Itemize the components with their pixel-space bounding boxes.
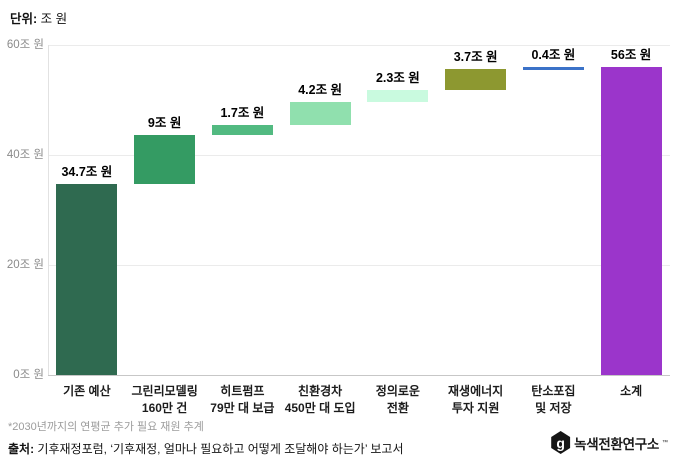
x-axis-category-label: 기존 예산 [32, 383, 142, 400]
source-prefix: 출처: [8, 442, 35, 456]
y-axis-tick: 0조 원 [13, 369, 44, 381]
source-line: 출처: 기후재정포럼, ‘기후재정, 얼마나 필요하고 어떻게 조달해야 하는가… [8, 440, 404, 457]
footnote: *2030년까지의 연평균 추가 필요 재원 추계 [8, 421, 204, 433]
x-axis-category-line: 친환경차 [298, 384, 343, 398]
gridline-60 [48, 44, 670, 46]
bar-value-label: 34.7조 원 [61, 165, 113, 180]
bar-value-label: 2.3조 원 [375, 70, 420, 85]
x-axis-category-label: 그린리모델링 160만 건 [110, 383, 220, 417]
logo-text: 녹색전환연구소 [574, 436, 659, 452]
bar-value-label: 1.7조 원 [220, 106, 265, 121]
x-axis-category-line: 정의로운 [375, 384, 420, 398]
x-axis-category-line: 그린리모델링 [131, 384, 198, 398]
logo-g-glyph: g [556, 434, 565, 451]
bar-value-label: 9조 원 [147, 115, 182, 130]
source-text: 기후재정포럼, ‘기후재정, 얼마나 필요하고 어떻게 조달해야 하는가’ 보고… [34, 442, 404, 456]
x-axis-line [48, 375, 670, 376]
gridline-20 [48, 264, 670, 266]
x-axis-category-line: 79만 대 보급 [210, 401, 275, 415]
logo: g 녹색전환연구소 ™ [550, 431, 668, 454]
bar-segment [600, 67, 662, 375]
bar-segment [289, 102, 351, 126]
bar-segment [211, 125, 273, 135]
logo-hexagon-icon: g [551, 431, 571, 454]
y-axis-tick: 60조 원 [6, 39, 44, 51]
x-axis-category-line: 히트펌프 [220, 384, 265, 398]
bar-segment [367, 89, 429, 103]
x-axis-category-line: 450만 대 도입 [284, 401, 356, 415]
x-axis-category-label: 히트펌프 79만 대 보급 [187, 383, 297, 417]
x-axis-category-line: 기존 예산 [63, 384, 111, 398]
y-axis-line [48, 45, 49, 375]
y-axis-tick: 40조 원 [6, 149, 44, 161]
bar-segment [522, 67, 584, 70]
unit-label-value: 조 원 [40, 12, 68, 26]
bar-segment [445, 69, 507, 90]
x-axis-category-line: 탄소포집 [531, 384, 576, 398]
bar-value-label: 3.7조 원 [453, 50, 498, 65]
gridline-40 [48, 154, 670, 156]
x-axis-category-line: 투자 지원 [451, 401, 500, 415]
bar-value-label: 0.4조 원 [531, 48, 576, 62]
y-axis-tick: 20조 원 [6, 259, 44, 271]
unit-label-prefix: 단위: [10, 12, 38, 26]
bar-value-label: 4.2조 원 [298, 83, 343, 98]
x-axis-category-label: 소계 [576, 383, 680, 400]
x-axis-category-line: 재생에너지 [448, 384, 504, 398]
bar-segment [56, 184, 118, 375]
x-axis-category-line: 전환 [386, 401, 409, 415]
x-axis-category-line: 소계 [620, 384, 643, 398]
x-axis-category-line: 160만 건 [141, 401, 188, 415]
unit-label: 단위: 조 원 [10, 8, 67, 27]
x-axis-category-line: 및 저장 [535, 401, 572, 415]
logo-trademark: ™ [662, 439, 668, 446]
bar-segment [134, 134, 196, 185]
bar-value-label: 56조 원 [610, 48, 652, 62]
x-axis-category-label: 친환경차 450만 대 도입 [265, 383, 375, 417]
